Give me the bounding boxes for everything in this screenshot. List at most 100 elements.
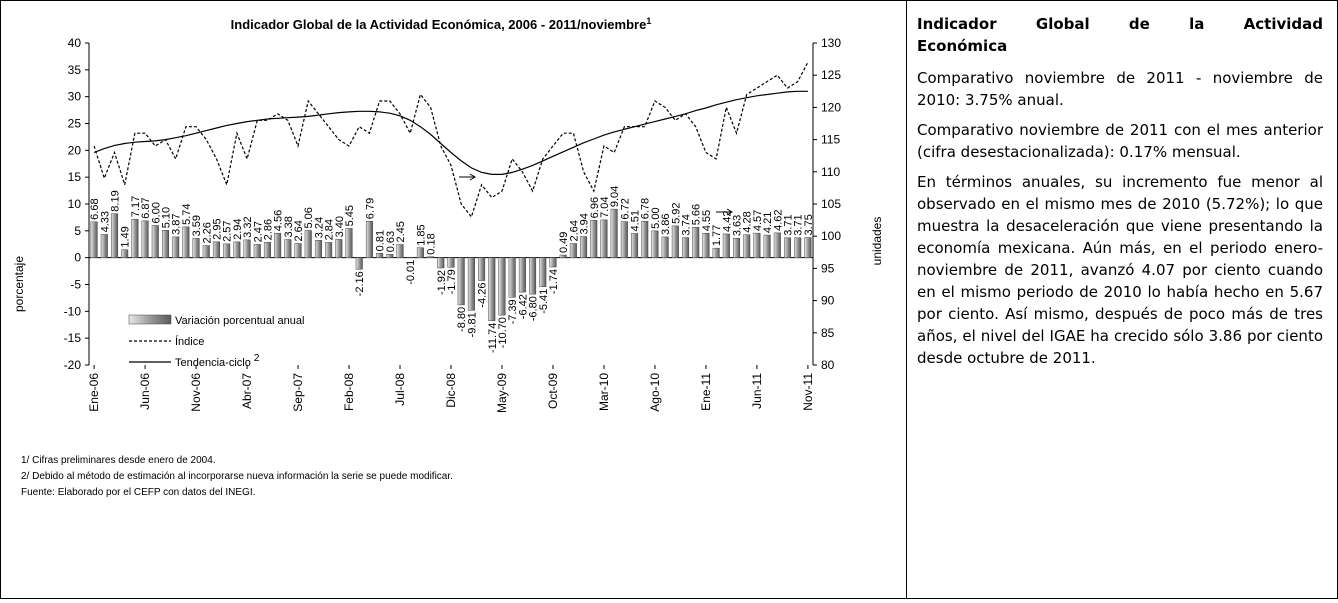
data-label: 4.33 bbox=[99, 211, 111, 232]
x-tick-label: Mar-10 bbox=[597, 373, 611, 411]
title-text: Indicador Global de la Actividad Económi… bbox=[231, 17, 647, 32]
y2-tick-label: 100 bbox=[821, 229, 841, 243]
data-label: -4.26 bbox=[477, 283, 489, 308]
text-panel: Indicador Global de la Actividad Económi… bbox=[907, 1, 1337, 377]
bar bbox=[489, 258, 496, 321]
bar bbox=[427, 257, 434, 258]
bar bbox=[641, 221, 648, 257]
bar bbox=[723, 234, 730, 258]
bar bbox=[397, 245, 404, 258]
footnote: Fuente: Elaborado por el CEFP con datos … bbox=[21, 487, 255, 498]
chart: Indicador Global de la Actividad Económi… bbox=[1, 1, 906, 598]
bar bbox=[121, 250, 128, 258]
data-label: 6.79 bbox=[364, 198, 376, 219]
y-tick-label: -15 bbox=[64, 331, 82, 345]
bar bbox=[743, 235, 750, 258]
bar bbox=[764, 235, 771, 258]
y-axis-label: porcentaje bbox=[12, 256, 26, 312]
bar bbox=[631, 233, 638, 257]
line-series bbox=[94, 62, 808, 217]
y-tick-label: -5 bbox=[70, 278, 81, 292]
bar bbox=[356, 258, 363, 270]
bar bbox=[458, 258, 465, 305]
data-label: -0.01 bbox=[405, 260, 417, 285]
bar bbox=[468, 258, 475, 311]
bar bbox=[285, 240, 292, 258]
legend-label: Variación porcentual anual bbox=[175, 315, 304, 327]
bar bbox=[254, 244, 261, 257]
bar bbox=[652, 231, 659, 258]
bar bbox=[621, 222, 628, 258]
bar bbox=[417, 248, 424, 258]
legend-text: Variación porcentual anual bbox=[175, 315, 304, 327]
bar bbox=[509, 258, 516, 298]
bar bbox=[733, 238, 740, 257]
data-label: 5.45 bbox=[344, 205, 356, 226]
bar bbox=[774, 233, 781, 258]
y2-tick-label: 125 bbox=[821, 68, 841, 82]
bar bbox=[662, 237, 669, 258]
bar bbox=[590, 220, 597, 257]
x-tick-label: Jul-08 bbox=[393, 373, 407, 406]
bar bbox=[784, 238, 791, 258]
y2-tick-label: 80 bbox=[821, 358, 835, 372]
x-tick-label: Sep-07 bbox=[291, 373, 305, 412]
data-label: 1.49 bbox=[120, 226, 132, 247]
bar bbox=[101, 234, 108, 257]
bar bbox=[142, 221, 149, 258]
data-label: -1.74 bbox=[548, 269, 560, 294]
data-label: -9.81 bbox=[466, 312, 478, 337]
data-label: -1.79 bbox=[446, 269, 458, 294]
data-label: 3.75 bbox=[803, 214, 815, 235]
bar bbox=[132, 219, 139, 257]
y-tick-label: 5 bbox=[74, 224, 81, 238]
x-tick-label: Nov-06 bbox=[189, 373, 203, 412]
x-tick-label: Dic-08 bbox=[444, 373, 458, 408]
bar bbox=[213, 242, 220, 258]
y-tick-label: 10 bbox=[68, 197, 82, 211]
y2-tick-label: 115 bbox=[821, 133, 840, 147]
bar bbox=[692, 227, 699, 257]
y2-tick-label: 85 bbox=[821, 326, 835, 340]
y-tick-label: 20 bbox=[68, 143, 82, 157]
x-tick-label: Oct-09 bbox=[546, 373, 560, 409]
x-tick-label: Ago-10 bbox=[648, 373, 662, 412]
bar bbox=[499, 258, 506, 315]
y-tick-label: 40 bbox=[68, 36, 82, 50]
y-tick-label: 25 bbox=[68, 117, 82, 131]
bar bbox=[754, 233, 761, 258]
bar bbox=[325, 242, 332, 257]
bar bbox=[244, 240, 251, 258]
bar bbox=[529, 258, 536, 294]
x-tick-label: Jun-06 bbox=[138, 373, 152, 410]
y2-tick-label: 110 bbox=[821, 165, 840, 179]
footnote: 1/ Cifras preliminares desde enero de 20… bbox=[21, 455, 216, 466]
bar bbox=[387, 254, 394, 257]
bar bbox=[672, 226, 679, 258]
bar bbox=[295, 243, 302, 257]
title-note: 1 bbox=[646, 16, 651, 26]
paragraph: Comparativo noviembre de 2011 con el mes… bbox=[917, 119, 1323, 163]
bar bbox=[183, 227, 190, 258]
bar bbox=[703, 233, 710, 257]
bar bbox=[172, 237, 179, 258]
y-tick-label: 0 bbox=[74, 251, 81, 265]
y-tick-label: -10 bbox=[64, 304, 82, 318]
bar bbox=[540, 258, 547, 287]
x-tick-label: Abr-07 bbox=[240, 373, 254, 409]
y2-tick-label: 120 bbox=[821, 100, 841, 114]
legend-label: Índice bbox=[175, 335, 204, 348]
bar bbox=[162, 230, 169, 257]
footnote: 2/ Debido al método de estimación al inc… bbox=[21, 471, 453, 482]
legend-text: Tendencia-ciclo bbox=[175, 357, 251, 369]
bar bbox=[193, 238, 200, 257]
bar bbox=[570, 243, 577, 257]
bar bbox=[234, 242, 241, 258]
x-tick-label: Jun-11 bbox=[750, 373, 764, 409]
legend-text: Índice bbox=[175, 335, 204, 348]
bar bbox=[794, 238, 801, 258]
y-tick-label: 30 bbox=[68, 90, 82, 104]
y-tick-label: 15 bbox=[68, 170, 82, 184]
